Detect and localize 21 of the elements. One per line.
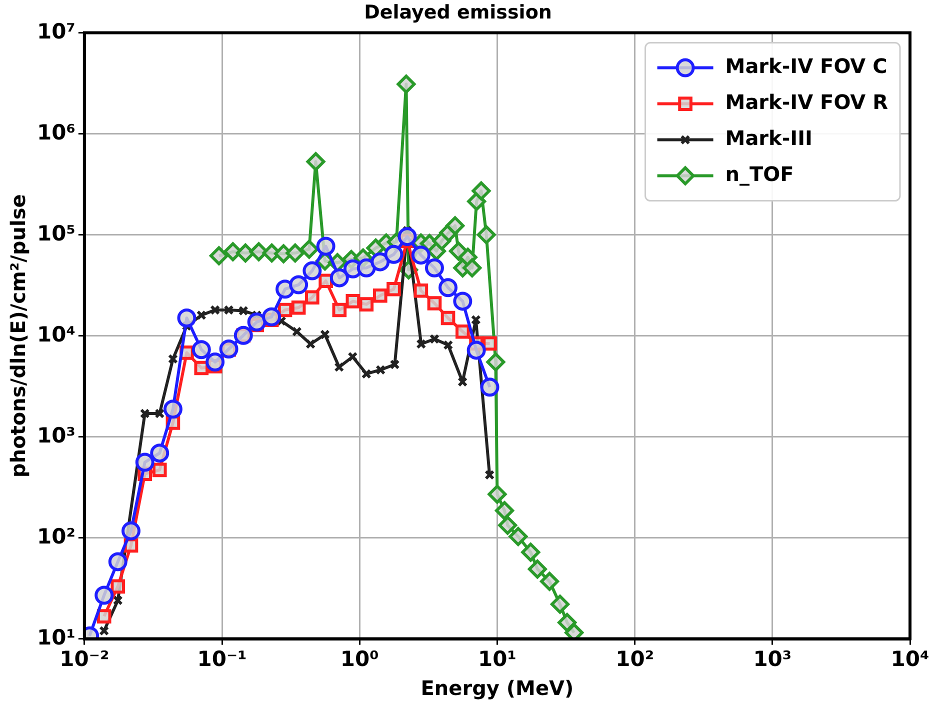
legend-label: n_TOF bbox=[725, 162, 794, 186]
x-tick-label: 10¹ bbox=[478, 646, 516, 671]
y-tick-label: 10⁵ bbox=[37, 221, 76, 246]
y-tick-label: 10¹ bbox=[37, 625, 76, 650]
chart-title: Delayed emission bbox=[364, 1, 552, 24]
x-tick-label: 10³ bbox=[753, 646, 792, 671]
y-tick-label: 10³ bbox=[37, 423, 76, 448]
y-tick-label: 10⁴ bbox=[37, 322, 76, 346]
x-axis-title: Energy (MeV) bbox=[420, 676, 574, 700]
x-tick-label: 10⁴ bbox=[890, 646, 930, 671]
x-tick-label: 10⁻² bbox=[60, 646, 110, 671]
x-tick-label: 10² bbox=[616, 646, 654, 671]
y-tick-label: 10⁷ bbox=[37, 19, 76, 44]
legend-label: Mark-IV FOV R bbox=[725, 90, 888, 114]
x-tick-label: 10⁰ bbox=[340, 646, 379, 671]
x-tick-label: 10⁻¹ bbox=[197, 646, 247, 671]
y-tick-label: 10² bbox=[37, 524, 76, 548]
y-tick-label: 10⁶ bbox=[37, 120, 76, 144]
y-axis-title: photons/dln(E)/cm²/pulse bbox=[6, 194, 30, 478]
legend-label: Mark-IV FOV C bbox=[725, 54, 888, 78]
legend-label: Mark-III bbox=[725, 126, 812, 150]
